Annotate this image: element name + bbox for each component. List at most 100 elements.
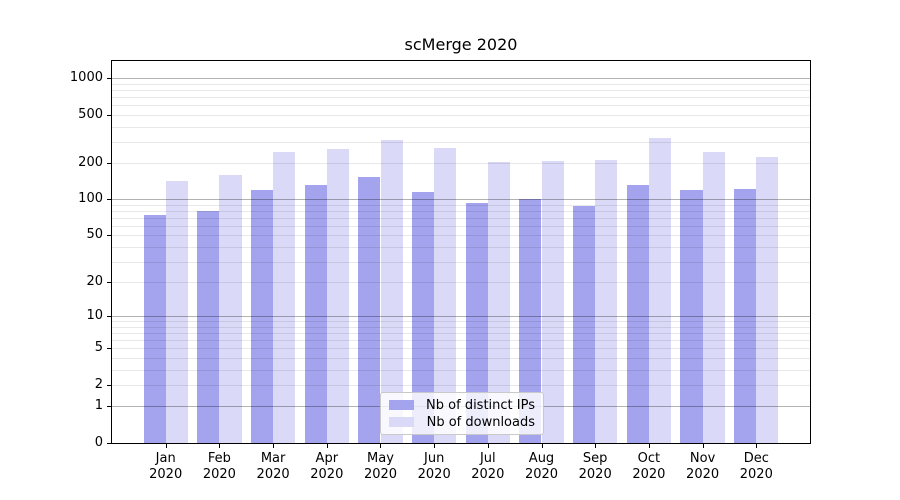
y-tick-label: 20	[86, 274, 103, 289]
bar-ips-nov	[680, 189, 703, 443]
bar-ips-apr	[304, 184, 327, 443]
bar-downloads-jul	[487, 161, 510, 443]
x-tick-mark	[703, 444, 704, 448]
x-tick-label-jan: Jan 2020	[149, 451, 183, 482]
legend-label-downloads: Nb of downloads	[426, 414, 535, 430]
minor-gridline	[112, 97, 810, 98]
bar-downloads-jun	[434, 148, 457, 443]
minor-gridline	[112, 235, 810, 236]
legend: Nb of distinct IPs Nb of downloads	[380, 392, 544, 435]
minor-gridline	[112, 163, 810, 164]
x-tick-mark	[649, 444, 650, 448]
bar-downloads-sep	[595, 160, 618, 443]
x-tick-label-oct: Oct 2020	[632, 451, 666, 482]
y-tick-label: 0	[94, 435, 103, 450]
minor-gridline	[112, 262, 810, 263]
bar-ips-jun	[412, 192, 435, 443]
x-tick-label-jul: Jul 2020	[471, 451, 505, 482]
y-tick-label: 200	[78, 155, 103, 170]
x-tick-label-jun: Jun 2020	[417, 451, 451, 482]
x-tick-label-dec: Dec 2020	[739, 451, 773, 482]
bar-ips-jul	[465, 202, 488, 443]
bar-downloads-jan	[165, 181, 188, 443]
y-tick-label: 1	[94, 398, 103, 413]
minor-gridline	[112, 218, 810, 219]
minor-gridline	[112, 340, 810, 341]
bar-ips-dec	[734, 189, 757, 443]
major-gridline	[112, 78, 810, 79]
minor-gridline	[112, 282, 810, 283]
y-tick-label: 1000	[69, 70, 103, 85]
y-tick-mark	[107, 115, 111, 116]
legend-label-distinct-ips: Nb of distinct IPs	[426, 397, 535, 413]
bar-ips-feb	[197, 211, 220, 443]
minor-gridline	[112, 127, 810, 128]
x-tick-mark	[542, 444, 543, 448]
bar-downloads-may	[380, 140, 403, 443]
x-tick-mark	[756, 444, 757, 448]
x-tick-label-sep: Sep 2020	[578, 451, 612, 482]
legend-swatch-distinct-ips	[389, 400, 414, 410]
x-tick-label-mar: Mar 2020	[256, 451, 290, 482]
y-tick-mark	[107, 385, 111, 386]
minor-gridline	[112, 90, 810, 91]
y-tick-mark	[107, 316, 111, 317]
bar-ips-oct	[626, 185, 649, 443]
chart-title: scMerge 2020	[404, 35, 518, 54]
minor-gridline	[112, 333, 810, 334]
y-tick-mark	[107, 282, 111, 283]
x-tick-mark	[219, 444, 220, 448]
y-tick-label: 50	[86, 227, 103, 242]
minor-gridline	[112, 370, 810, 371]
y-tick-label: 100	[78, 191, 103, 206]
minor-gridline	[112, 211, 810, 212]
bar-ips-mar	[250, 189, 274, 443]
x-tick-mark	[166, 444, 167, 448]
minor-gridline	[112, 105, 810, 106]
bar-ips-aug	[519, 199, 542, 443]
x-tick-label-feb: Feb 2020	[202, 451, 236, 482]
legend-swatch-downloads	[389, 417, 414, 427]
bar-downloads-mar	[273, 151, 296, 443]
minor-gridline	[112, 321, 810, 322]
minor-gridline	[112, 142, 810, 143]
major-gridline	[112, 316, 810, 317]
x-tick-mark	[434, 444, 435, 448]
minor-gridline	[112, 385, 810, 386]
bar-ips-sep	[573, 206, 596, 443]
y-tick-label: 500	[78, 107, 103, 122]
bar-downloads-nov	[702, 151, 725, 443]
x-tick-mark	[327, 444, 328, 448]
minor-gridline	[112, 247, 810, 248]
y-tick-mark	[107, 406, 111, 407]
x-tick-mark	[595, 444, 596, 448]
minor-gridline	[112, 348, 810, 349]
minor-gridline	[112, 226, 810, 227]
bar-downloads-feb	[219, 174, 242, 443]
minor-gridline	[112, 205, 810, 206]
x-tick-mark	[273, 444, 274, 448]
bar-ips-jan	[143, 215, 166, 443]
minor-gridline	[112, 84, 810, 85]
bar-ips-may	[358, 176, 381, 443]
minor-gridline	[112, 327, 810, 328]
legend-item-downloads: Nb of downloads	[389, 414, 535, 430]
y-tick-label: 2	[94, 377, 103, 392]
bar-downloads-dec	[756, 157, 779, 443]
minor-gridline	[112, 358, 810, 359]
y-tick-mark	[107, 235, 111, 236]
y-tick-mark	[107, 443, 111, 444]
bar-downloads-aug	[541, 160, 564, 443]
y-tick-label: 10	[86, 308, 103, 323]
plot-area	[111, 60, 811, 444]
y-tick-mark	[107, 199, 111, 200]
y-tick-mark	[107, 348, 111, 349]
major-gridline	[112, 199, 810, 200]
legend-item-distinct-ips: Nb of distinct IPs	[389, 397, 535, 413]
bar-downloads-apr	[326, 149, 349, 443]
y-tick-mark	[107, 163, 111, 164]
bar-downloads-oct	[648, 138, 672, 443]
x-tick-mark	[380, 444, 381, 448]
y-tick-mark	[107, 78, 111, 79]
